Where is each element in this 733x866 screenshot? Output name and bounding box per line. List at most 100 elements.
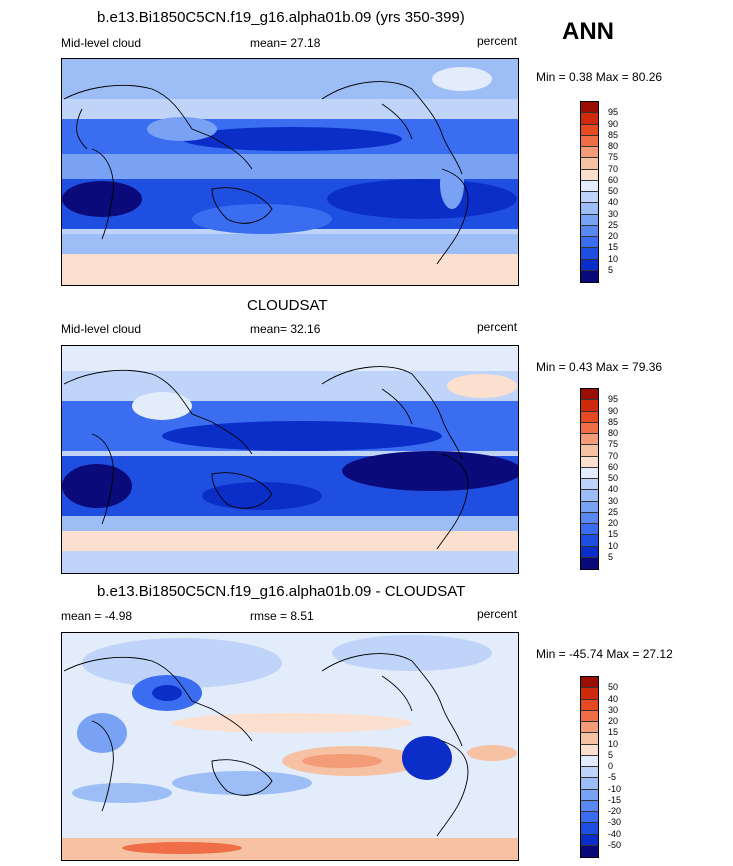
colorbar-segment [581,124,598,136]
colorbar-segment [581,180,598,192]
panel2-map [61,345,519,574]
colorbar-tick-label: 15 [608,727,619,738]
colorbar-segment [581,767,598,779]
colorbar-segment [581,147,598,159]
colorbar-tick-label: 75 [608,439,619,450]
panel1-units-label: percent [477,34,518,48]
colorbar-segment [581,699,598,711]
panel3-map-field [62,633,518,860]
panel3-mean-label: mean = -4.98 [61,609,133,623]
colorbar-tick-label: 40 [608,197,619,208]
colorbar-segment [581,445,598,457]
colorbar-tick-label: -15 [608,794,622,805]
panel2-variable-label: Mid-level cloud [61,322,142,336]
colorbar-tick-label: 30 [608,208,619,219]
colorbar-tick-label: 5 [608,264,614,275]
colorbar-tick-label: 60 [608,174,619,185]
colorbar-tick-label: 0 [608,761,614,771]
colorbar-tick-label: 90 [608,405,619,416]
colorbar-segment [581,259,598,271]
season-label: ANN [562,18,614,45]
panel1-title: b.e13.Bi1850C5CN.f19_g16.alpha01b.09 (yr… [97,9,465,26]
colorbar-tick-label: 70 [608,450,619,461]
colorbar-segment [581,400,598,412]
panel3-map [61,632,519,861]
panel3-colorbar [580,676,599,858]
colorbar-tick-label: 95 [608,394,619,405]
colorbar-segment [581,158,598,170]
panel3-minmax: Min = -45.74 Max = 27.12 [536,647,673,661]
colorbar-segment [581,434,598,446]
colorbar-tick-label: 50 [608,473,619,483]
colorbar-tick-label: 50 [608,682,619,693]
colorbar-tick-label: 10 [608,253,619,264]
colorbar-tick-label: 25 [608,506,619,517]
colorbar-segment [581,789,598,801]
colorbar-segment [581,411,598,423]
panel1-mean-label: mean= 27.18 [250,36,321,50]
panel2-minmax: Min = 0.43 Max = 79.36 [536,360,663,374]
panel1-map-field [62,59,518,285]
colorbar-segment [581,225,598,237]
panel3-rmse-label: rmse = 8.51 [250,609,314,623]
colorbar-segment [581,456,598,468]
colorbar-segment [581,214,598,226]
colorbar-tick-label: 15 [608,242,619,253]
colorbar-tick-label: 50 [608,186,619,196]
colorbar-segment [581,812,598,824]
colorbar-segment [581,270,598,282]
colorbar-segment [581,512,598,524]
panel1-variable-label: Mid-level cloud [61,36,142,50]
colorbar-segment [581,546,598,558]
colorbar-segment [581,755,598,767]
colorbar-segment [581,557,598,569]
colorbar-segment [581,501,598,513]
colorbar-segment [581,490,598,502]
colorbar-segment [581,744,598,756]
colorbar-segment [581,389,598,401]
panel2-mean-label: mean= 32.16 [250,322,321,336]
colorbar-tick-label: -50 [608,839,622,850]
colorbar-tick-label: 60 [608,461,619,472]
colorbar-tick-label: 10 [608,540,619,551]
colorbar-tick-label: -5 [608,772,617,783]
colorbar-tick-label: 85 [608,416,619,427]
colorbar-tick-label: 15 [608,529,619,540]
colorbar-tick-label: 20 [608,716,619,726]
panel1-colorbar [580,101,599,283]
colorbar-segment [581,823,598,835]
panel2-colorbar [580,388,599,570]
colorbar-tick-label: 80 [608,141,619,151]
colorbar-segment [581,169,598,181]
colorbar-segment [581,192,598,204]
panel3-units-label: percent [477,607,518,621]
colorbar-tick-label: 75 [608,152,619,163]
colorbar-segment [581,524,598,536]
panel2-colorbar-ticks: 95 90 85 80 75 70 60 50 40 30 25 20 15 10 5 [608,388,638,568]
colorbar-tick-label: -10 [608,783,622,794]
panel3-title: b.e13.Bi1850C5CN.f19_g16.alpha01b.09 - C… [97,583,466,600]
colorbar-segment [581,479,598,491]
colorbar-segment [581,422,598,434]
colorbar-segment [581,677,598,689]
panel1-map [61,58,519,286]
colorbar-tick-label: 40 [608,484,619,495]
colorbar-segment [581,710,598,722]
colorbar-segment [581,203,598,215]
colorbar-segment [581,135,598,147]
colorbar-tick-label: 80 [608,428,619,438]
colorbar-tick-label: 20 [608,231,619,241]
colorbar-tick-label: 10 [608,738,619,749]
panel1-colorbar-ticks: 95 90 85 80 75 70 60 50 40 30 25 20 15 10 5 [608,101,638,281]
colorbar-segment [581,102,598,114]
panel1-minmax: Min = 0.38 Max = 80.26 [536,70,663,84]
colorbar-segment [581,733,598,745]
colorbar-segment [581,834,598,846]
colorbar-tick-label: 30 [608,495,619,506]
colorbar-tick-label: 30 [608,704,619,715]
colorbar-segment [581,845,598,857]
colorbar-tick-label: 25 [608,219,619,230]
colorbar-tick-label: 95 [608,107,619,118]
colorbar-tick-label: 90 [608,118,619,129]
colorbar-segment [581,535,598,547]
